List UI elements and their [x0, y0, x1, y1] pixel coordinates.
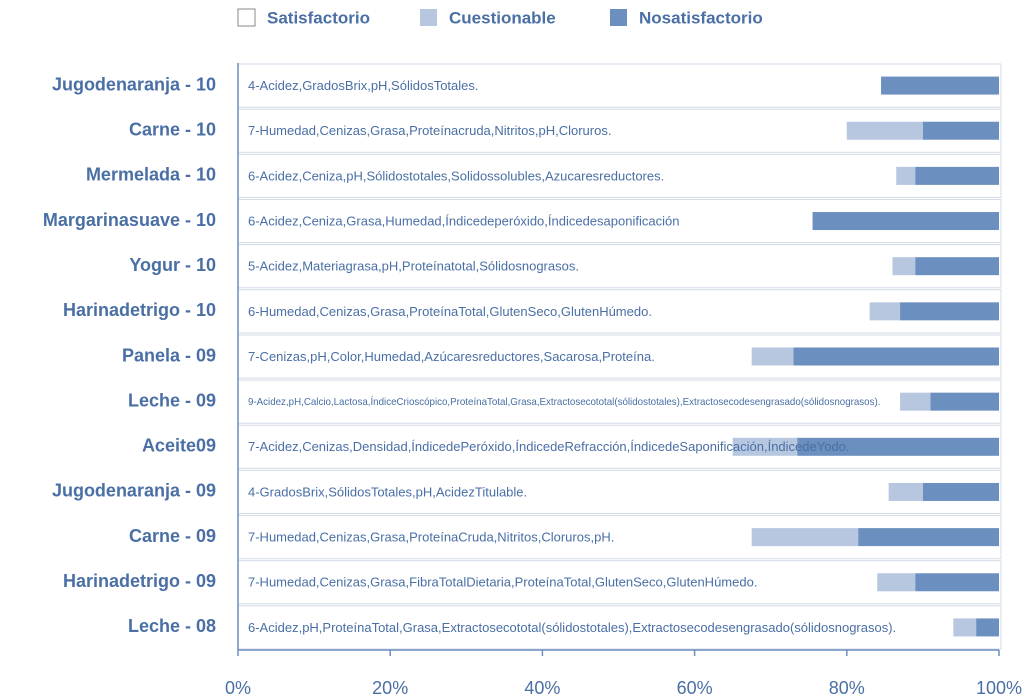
bar-segment [869, 302, 901, 321]
bar-segment [915, 166, 999, 185]
bar-segment [238, 347, 752, 366]
x-tick-label: 80% [829, 678, 865, 698]
bar-segment [751, 528, 859, 547]
bar-segment [930, 392, 999, 411]
bar-segment [915, 573, 999, 592]
annotation: 4-GradosBrix,SólidosTotales,pH,AcidezTit… [248, 484, 527, 499]
bar-segment [797, 437, 999, 456]
x-tick-label: 40% [524, 678, 560, 698]
bar-segment [238, 76, 882, 95]
category-label: Leche - 08 [128, 616, 216, 636]
bar-segment [751, 347, 794, 366]
legend-swatch [420, 9, 437, 26]
bar-segment [892, 257, 916, 276]
category-label: Aceite09 [142, 436, 216, 456]
bar-segment [812, 212, 999, 231]
bar-segment [793, 347, 999, 366]
x-tick-label: 0% [225, 678, 251, 698]
category-label: Carne - 10 [129, 119, 216, 139]
bar-segment [238, 482, 889, 501]
bar-segment [238, 437, 733, 456]
bar-segment [858, 528, 999, 547]
annotation: 6-Acidez,Ceniza,pH,Sólidostotales,Solido… [248, 168, 664, 183]
bar-segment [846, 121, 923, 140]
annotation: 5-Acidez,Materiagrasa,pH,Proteínatotal,S… [248, 259, 579, 274]
bar-segment [888, 482, 923, 501]
annotation: 7-Cenizas,pH,Color,Humedad,Azúcaresreduc… [248, 349, 655, 364]
annotation: 7-Acidez,Cenizas,Densidad,ÍndicedePeróxi… [248, 439, 850, 454]
bar-segment [238, 392, 901, 411]
bar-segment [238, 166, 897, 185]
legend-label: Cuestionable [449, 8, 556, 27]
bar-segment [238, 121, 847, 140]
category-label: Margarinasuave - 10 [43, 210, 216, 230]
bar-segment [238, 618, 954, 637]
bar-segment [953, 618, 977, 637]
bar-segment [922, 121, 999, 140]
bar-segment [238, 302, 870, 321]
bar-segment [900, 392, 931, 411]
annotation: 6-Acidez,Ceniza,Grasa,Humedad,Índicedepe… [248, 213, 679, 228]
annotation: 7-Humedad,Cenizas,Grasa,ProteínaCruda,Ni… [248, 530, 614, 545]
category-label: Jugodenaranja - 10 [52, 74, 216, 94]
bar-segment [238, 528, 752, 547]
bar-segment [877, 573, 916, 592]
category-label: Panela - 09 [122, 345, 216, 365]
category-label: Jugodenaranja - 09 [52, 481, 216, 501]
bar-segment [922, 482, 999, 501]
annotation: 4-Acidez,GradosBrix,pH,SólidosTotales. [248, 78, 479, 93]
bar-segment [976, 618, 999, 637]
bar-segment [896, 166, 916, 185]
category-label: Yogur - 10 [129, 255, 216, 275]
category-label: Mermelada - 10 [86, 165, 216, 185]
category-label: Leche - 09 [128, 390, 216, 410]
legend-swatch [610, 9, 627, 26]
bar-segment [900, 302, 999, 321]
bar-segment [732, 437, 798, 456]
x-tick-label: 100% [976, 678, 1022, 698]
x-tick-label: 60% [677, 678, 713, 698]
bar-segment [238, 257, 893, 276]
category-label: Harinadetrigo - 09 [63, 571, 216, 591]
bar-segment [238, 573, 878, 592]
bar-segment [881, 76, 999, 95]
annotation: 7-Humedad,Cenizas,Grasa,FibraTotalDietar… [248, 575, 757, 590]
annotation: 7-Humedad,Cenizas,Grasa,Proteínacruda,Ni… [248, 123, 611, 138]
category-label: Harinadetrigo - 10 [63, 300, 216, 320]
bar-segment [238, 212, 813, 231]
legend-label: Satisfactorio [267, 8, 370, 27]
annotation: 6-Acidez,pH,ProteínaTotal,Grasa,Extracto… [248, 620, 896, 635]
annotation: 6-Humedad,Cenizas,Grasa,ProteínaTotal,Gl… [248, 304, 652, 319]
x-tick-label: 20% [372, 678, 408, 698]
bar-segment [915, 257, 999, 276]
category-label: Carne - 09 [129, 526, 216, 546]
annotation: 9-Acidez,pH,Calcio,Lactosa,ÍndiceCrioscó… [248, 397, 880, 408]
legend-label: Nosatisfactorio [639, 8, 763, 27]
legend-swatch [237, 8, 256, 27]
